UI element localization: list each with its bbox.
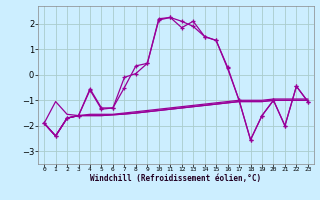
X-axis label: Windchill (Refroidissement éolien,°C): Windchill (Refroidissement éolien,°C) <box>91 174 261 183</box>
